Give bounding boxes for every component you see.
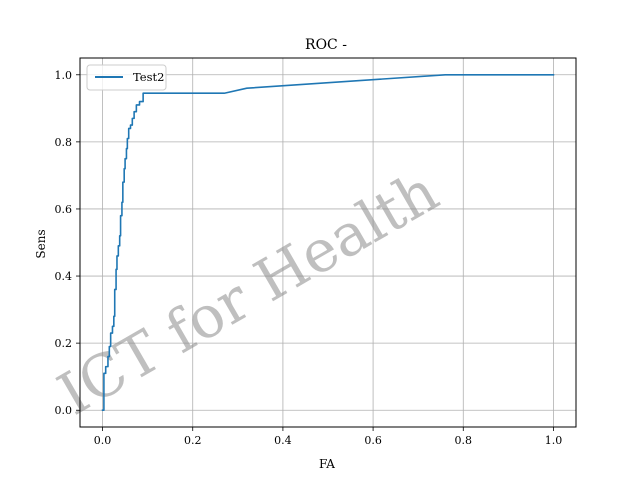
y-axis-ticks: 0.0 0.2 0.4 0.6 0.8 1.0 — [55, 69, 80, 417]
legend-box — [86, 64, 167, 91]
x-tick-label: 0.0 — [94, 434, 112, 447]
x-axis-label: FA — [319, 457, 335, 471]
y-tick-label: 1.0 — [55, 69, 73, 82]
y-tick-label: 0.0 — [55, 404, 73, 417]
x-tick-label: 1.0 — [545, 434, 563, 447]
legend[interactable]: Test2 — [86, 64, 167, 91]
y-tick-label: 0.2 — [55, 337, 73, 350]
series-line-test2 — [101, 73, 555, 412]
x-tick-label: 0.8 — [455, 434, 473, 447]
x-tick-label: 0.4 — [274, 434, 292, 447]
axes-frame — [79, 57, 577, 428]
grid — [80, 58, 576, 427]
series-layer — [101, 73, 555, 412]
x-tick-label: 0.2 — [184, 434, 202, 447]
x-tick-label: 0.6 — [364, 434, 382, 447]
y-tick-label: 0.8 — [55, 136, 73, 149]
y-tick-label: 0.6 — [55, 203, 73, 216]
chart-title: ROC - — [305, 37, 347, 53]
y-axis-label: Sens — [34, 229, 48, 258]
legend-label-test2: Test2 — [133, 70, 164, 84]
y-tick-label: 0.4 — [55, 270, 73, 283]
x-axis-ticks: 0.0 0.2 0.4 0.6 0.8 1.0 — [94, 427, 562, 447]
